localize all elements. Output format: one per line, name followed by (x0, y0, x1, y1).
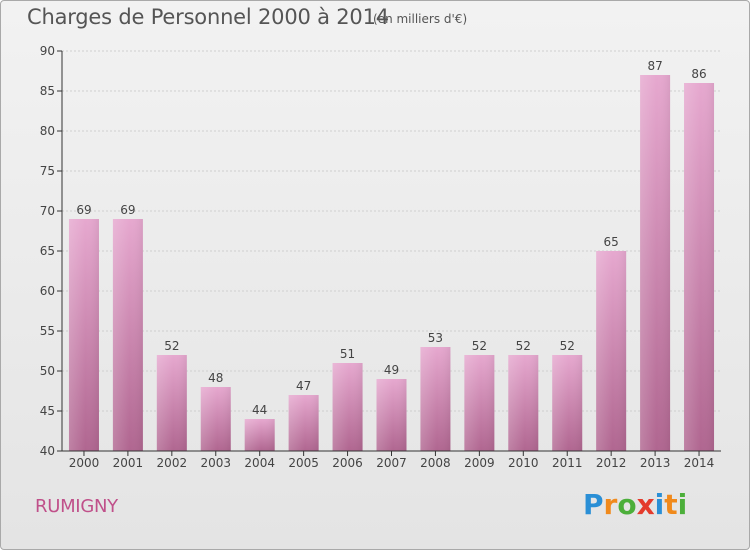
chart-unit-label: (en milliers d'€) (373, 12, 468, 26)
logo-letter: i (677, 488, 688, 521)
y-tick-label: 70 (40, 204, 55, 218)
logo-letter: o (617, 488, 637, 521)
chart-title: Charges de Personnel 2000 à 2014 (27, 5, 389, 29)
bar-shine (200, 387, 231, 451)
bar-shine (156, 355, 187, 451)
bar-shine (552, 355, 583, 451)
bar-shine (376, 379, 407, 451)
logo-letter: x (636, 488, 655, 521)
y-tick-label: 60 (40, 284, 55, 298)
axes: 40 45 50 55 60 65 70 75 80 85 90 2000 2001 2002 2003 20… (40, 44, 721, 470)
bar-value-label: 48 (208, 371, 223, 385)
bar-value-label: 87 (647, 59, 662, 73)
bar-shine (464, 355, 495, 451)
bar-value-label: 86 (691, 67, 706, 81)
x-tick-label: 2014 (684, 456, 715, 470)
bar-shine (596, 251, 627, 451)
logo-letter: i (654, 488, 665, 521)
bar-shine (288, 395, 319, 451)
x-tick-label: 2006 (332, 456, 363, 470)
bar-value-label: 69 (76, 203, 91, 217)
commune-name: RUMIGNY (35, 496, 118, 517)
bar-shine (244, 419, 275, 451)
x-tick-label: 2012 (596, 456, 627, 470)
bar-value-label: 51 (340, 347, 355, 361)
bar-value-label: 65 (604, 235, 619, 249)
logo-letter: r (603, 488, 618, 521)
bar-value-label: 53 (428, 331, 443, 345)
y-tick-label: 80 (40, 124, 55, 138)
bar-shine (508, 355, 539, 451)
bar-value-label: 44 (252, 403, 267, 417)
x-tick-label: 2011 (552, 456, 583, 470)
bar-shine (332, 363, 363, 451)
y-tick-label: 50 (40, 364, 55, 378)
bar-value-label: 52 (472, 339, 487, 353)
proxiti-logo[interactable]: Proxiti (583, 488, 687, 521)
x-tick-label: 2002 (157, 456, 188, 470)
x-tick-label: 2005 (288, 456, 319, 470)
y-tick-label: 65 (40, 244, 55, 258)
x-tick-label: 2001 (113, 456, 144, 470)
bar-value-label: 49 (384, 363, 399, 377)
bar-value-label: 47 (296, 379, 311, 393)
bar-value-label: 52 (516, 339, 531, 353)
x-tick-label: 2008 (420, 456, 451, 470)
logo-letter: t (664, 488, 678, 521)
bar-value-label: 52 (560, 339, 575, 353)
logo-letter: P (583, 488, 604, 521)
y-tick-label: 55 (40, 324, 55, 338)
x-tick-label: 2000 (69, 456, 100, 470)
y-tick-label: 75 (40, 164, 55, 178)
y-tick-label: 85 (40, 84, 55, 98)
y-tick-label: 45 (40, 404, 55, 418)
bar-shine (112, 219, 143, 451)
bar-value-label: 69 (120, 203, 135, 217)
x-tick-label: 2010 (508, 456, 539, 470)
y-tick-label: 90 (40, 44, 55, 58)
x-tick-label: 2003 (200, 456, 231, 470)
bar-value-label: 52 (164, 339, 179, 353)
x-tick-label: 2004 (244, 456, 275, 470)
x-tick-label: 2007 (376, 456, 407, 470)
y-tick-label: 40 (40, 444, 55, 458)
x-tick-label: 2013 (640, 456, 671, 470)
bar-shine (684, 83, 715, 451)
bars: 69 69 52 48 44 47 51 49 53 52 52 52 65 87 86 (68, 59, 715, 451)
x-tick-label: 2009 (464, 456, 495, 470)
bar-shine (640, 75, 671, 451)
bar-shine (68, 219, 99, 451)
bar-shine (420, 347, 451, 451)
